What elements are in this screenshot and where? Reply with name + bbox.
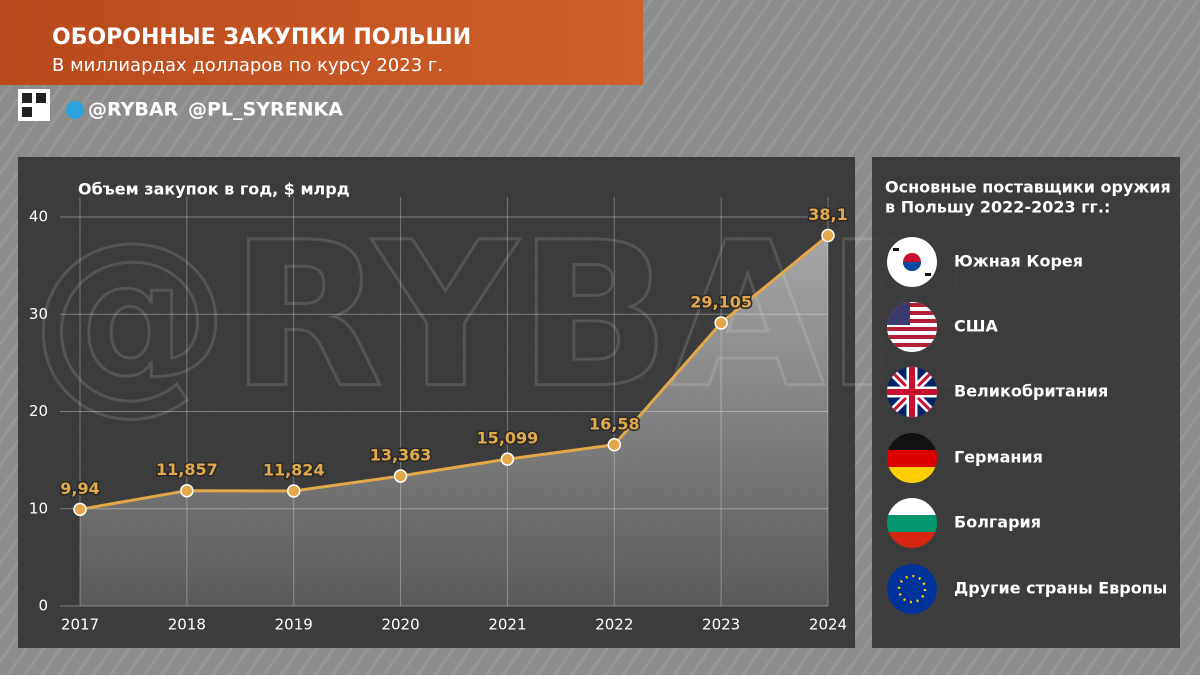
supplier-name: Великобритания bbox=[954, 382, 1108, 401]
x-tick-label: 2020 bbox=[381, 616, 419, 634]
point bbox=[714, 316, 728, 330]
suppliers-list: Южная Корея США Великобритания Германия Болг… bbox=[954, 252, 1167, 598]
flag-eu bbox=[887, 564, 937, 614]
flag-uk bbox=[887, 367, 937, 417]
title: ОБОРОННЫЕ ЗАКУПКИ ПОЛЬШИ bbox=[52, 25, 471, 50]
suppliers-title: в Польшу 2022-2023 гг.: bbox=[885, 198, 1110, 217]
y-tick-label: 0 bbox=[38, 597, 48, 615]
y-tick-label: 30 bbox=[29, 305, 48, 323]
point bbox=[500, 452, 515, 466]
point bbox=[607, 438, 622, 452]
x-tick-label: 2019 bbox=[275, 616, 313, 634]
supplier-name: Болгария bbox=[954, 513, 1041, 532]
x-tick-label: 2021 bbox=[488, 616, 526, 634]
subtitle: В миллиардах долларов по курсу 2023 г. bbox=[52, 55, 443, 76]
plot: 0 10 20 30 40 2017 2018 2019 2020 2021 2022 2023 202… bbox=[29, 197, 849, 634]
point bbox=[286, 484, 301, 498]
point bbox=[73, 502, 87, 517]
point bbox=[180, 483, 194, 498]
suppliers-title: Основные поставщики оружия bbox=[885, 178, 1171, 197]
point bbox=[821, 228, 835, 243]
y-tick-label: 20 bbox=[29, 402, 48, 420]
data-label: 13,363 bbox=[370, 446, 432, 465]
qr-part bbox=[22, 107, 32, 117]
handle: @RYBAR bbox=[88, 99, 179, 121]
supplier-name: США bbox=[954, 317, 999, 336]
qr-part bbox=[22, 93, 32, 103]
y-tick-label: 40 bbox=[29, 208, 48, 226]
supplier-name: Другие страны Европы bbox=[954, 579, 1167, 598]
qr-part bbox=[36, 93, 46, 103]
area bbox=[80, 235, 828, 607]
chart-title: Объем закупок в год, $ млрд bbox=[78, 180, 350, 199]
watermark: @RYBAR bbox=[30, 200, 979, 433]
data-label: 11,857 bbox=[156, 460, 218, 479]
data-label: 11,824 bbox=[263, 461, 325, 480]
supplier-name: Южная Корея bbox=[954, 252, 1083, 271]
flag-korea bbox=[887, 237, 937, 287]
header-band bbox=[0, 0, 643, 85]
x-tick-label: 2017 bbox=[61, 616, 99, 634]
y-tick-label: 10 bbox=[29, 499, 48, 517]
data-label: 15,099 bbox=[477, 429, 539, 448]
x-tick-label: 2018 bbox=[168, 616, 206, 634]
flag-usa bbox=[887, 302, 937, 352]
x-tick-label: 2022 bbox=[595, 616, 633, 634]
x-tick-label: 2024 bbox=[809, 616, 847, 634]
data-label: 9,94 bbox=[60, 479, 99, 498]
line bbox=[79, 234, 829, 511]
flag-germany bbox=[887, 433, 937, 483]
flag-bulgaria bbox=[887, 498, 937, 548]
data-label: 38,1 bbox=[808, 205, 847, 224]
data-label: 29,105 bbox=[690, 292, 752, 311]
handle: @PL_SYRENKA bbox=[188, 99, 343, 121]
point bbox=[393, 469, 408, 483]
x-tick-label: 2023 bbox=[702, 616, 740, 634]
supplier-name: Германия bbox=[954, 448, 1043, 467]
telegram-icon bbox=[66, 101, 84, 119]
data-label: 16,58 bbox=[589, 414, 640, 433]
